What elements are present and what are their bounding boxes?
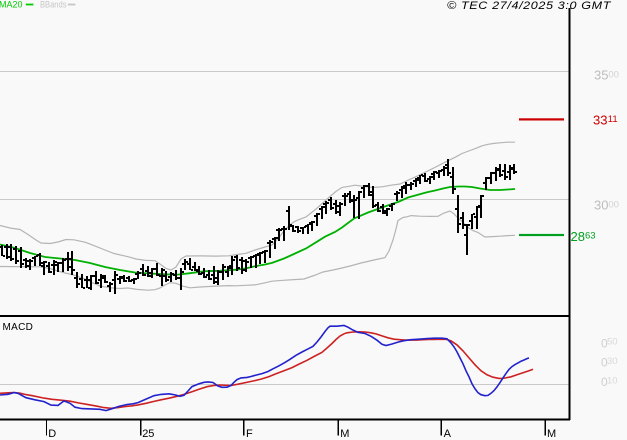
svg-text:35: 35	[594, 68, 608, 83]
svg-text:33: 33	[593, 112, 607, 127]
svg-text:63: 63	[585, 231, 596, 242]
svg-text:F: F	[246, 428, 253, 440]
svg-text:© TEC 27/4/2025 3:0 GMT: © TEC 27/4/2025 3:0 GMT	[447, 0, 612, 12]
svg-text:0: 0	[601, 336, 608, 350]
svg-text:MACD: MACD	[3, 322, 34, 333]
svg-text:10: 10	[607, 375, 618, 386]
svg-text:D: D	[48, 428, 56, 440]
svg-text:30: 30	[607, 356, 618, 367]
svg-text:BBands: BBands	[40, 0, 67, 10]
svg-text:28: 28	[571, 229, 585, 244]
svg-text:11: 11	[608, 114, 618, 125]
svg-text:00: 00	[608, 200, 619, 211]
svg-text:30: 30	[594, 198, 608, 213]
svg-text:50: 50	[607, 337, 618, 348]
svg-text:M: M	[340, 428, 349, 440]
svg-text:0: 0	[601, 356, 608, 370]
svg-text:MA20: MA20	[0, 0, 23, 10]
svg-text:25: 25	[142, 428, 154, 440]
svg-text:M: M	[547, 428, 556, 440]
svg-text:A: A	[444, 428, 452, 440]
svg-text:00: 00	[608, 70, 619, 81]
svg-text:0: 0	[601, 375, 608, 389]
